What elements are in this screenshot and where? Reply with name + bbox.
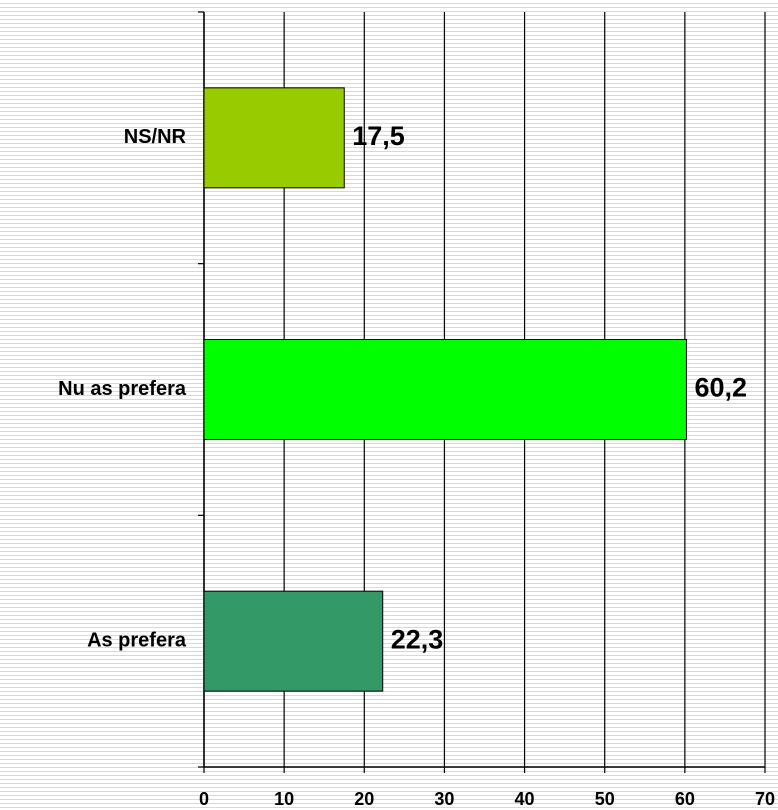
bar <box>203 87 345 189</box>
bar <box>203 339 687 440</box>
value-label: 60,2 <box>694 373 747 403</box>
x-tick-label: 60 <box>675 789 695 809</box>
x-tick-label: 20 <box>354 789 374 809</box>
x-tick-label: 0 <box>199 789 209 809</box>
cat-label: NS/NR <box>124 126 187 148</box>
x-tick-label: 70 <box>755 789 775 809</box>
x-tick-label: 40 <box>515 789 535 809</box>
value-label: 22,3 <box>391 624 444 654</box>
cat-label: Nu as prefera <box>58 378 187 400</box>
x-tick-label: 10 <box>274 789 294 809</box>
bar <box>203 590 384 692</box>
cat-label: As prefera <box>87 629 187 651</box>
value-label: 17,5 <box>352 121 405 151</box>
x-tick-label: 50 <box>595 789 615 809</box>
x-tick-label: 30 <box>434 789 454 809</box>
